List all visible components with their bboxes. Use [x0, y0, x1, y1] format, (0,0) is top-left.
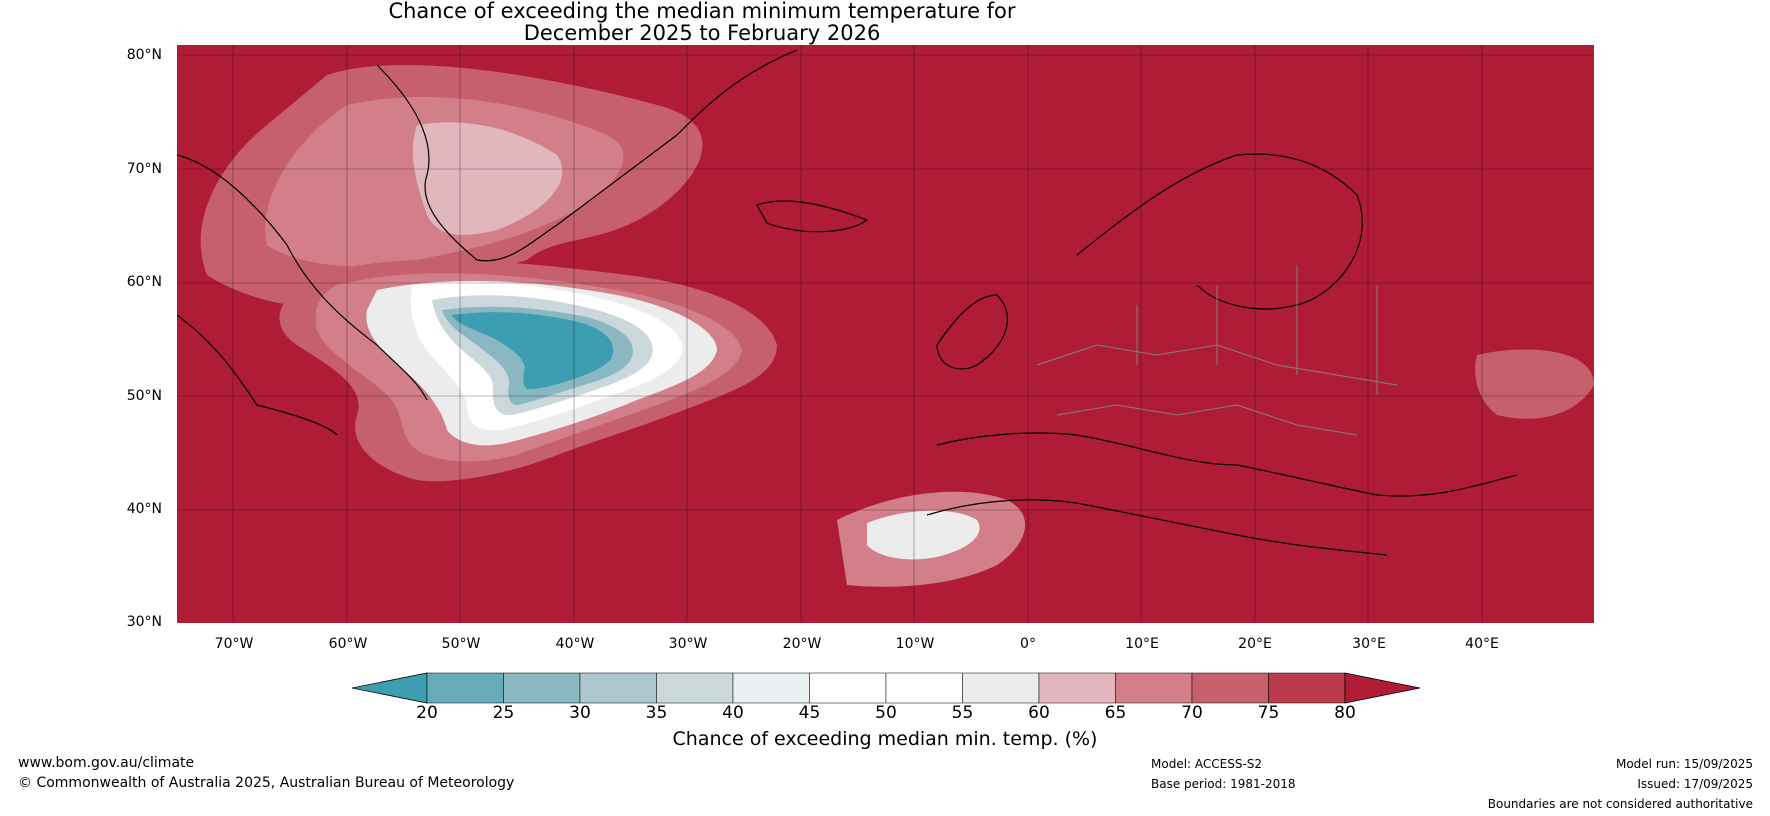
base-period-text: Base period: 1981-2018 [1151, 777, 1296, 791]
colorbar-segment [809, 672, 887, 704]
colorbar-segment [732, 672, 810, 704]
colorbar-segment [1191, 672, 1269, 704]
colorbar-tick-label: 80 [1334, 703, 1356, 723]
map-title-line2: December 2025 to February 2026 [523, 21, 881, 45]
lon-label-10e: 10°E [1125, 636, 1159, 652]
colorbar-tick-label: 45 [798, 703, 821, 723]
disclaimer-text: Boundaries are not considered authoritat… [1487, 797, 1753, 811]
colorbar-segment [885, 672, 963, 704]
colorbar-tick-label: 25 [492, 703, 515, 723]
lon-label-0: 0° [1020, 636, 1036, 652]
colorbar-tick-label: 70 [1181, 703, 1203, 723]
lon-label-30e: 30°E [1352, 636, 1386, 652]
issued-text: Issued: 17/09/2025 [1637, 777, 1753, 791]
colorbar-segment [1268, 672, 1346, 704]
model-run-text: Model run: 15/09/2025 [1615, 757, 1753, 771]
lat-label-80n: 80°N [126, 47, 162, 63]
lon-label-40w: 40°W [555, 636, 595, 652]
copyright-text: © Commonwealth of Australia 2025, Austra… [18, 775, 515, 791]
lon-label-60w: 60°W [328, 636, 368, 652]
lon-label-30w: 30°W [668, 636, 708, 652]
lat-label-50n: 50°N [126, 388, 162, 404]
website-text: www.bom.gov.au/climate [18, 755, 195, 771]
colorbar-segment [426, 672, 504, 704]
lon-label-50w: 50°W [441, 636, 481, 652]
colorbar [352, 672, 1420, 704]
colorbar-segment [579, 672, 657, 704]
colorbar-tick-label: 40 [722, 703, 744, 723]
graticule [177, 45, 1594, 623]
colorbar-segment [503, 672, 581, 704]
cool-anomaly-region [200, 65, 777, 482]
colorbar-segment [1038, 672, 1116, 704]
colorbar-tick-label: 60 [1028, 703, 1050, 723]
coastlines [177, 49, 1518, 556]
map-title-line1: Chance of exceeding the median minimum t… [388, 0, 1016, 23]
borders [1036, 265, 1398, 436]
colorbar-segment [1115, 672, 1193, 704]
colorbar-tick-label: 50 [875, 703, 897, 723]
lon-label-20w: 20°W [782, 636, 822, 652]
colorbar-segment [962, 672, 1040, 704]
colorbar-segment [656, 672, 734, 704]
lat-label-40n: 40°N [126, 501, 162, 517]
lat-label-30n: 30°N [126, 614, 162, 630]
colorbar-label: Chance of exceeding median min. temp. (%… [672, 728, 1098, 750]
lat-label-60n: 60°N [126, 274, 162, 290]
model-text: Model: ACCESS-S2 [1151, 757, 1263, 771]
lon-label-10w: 10°W [895, 636, 935, 652]
colorbar-tick-label: 20 [416, 703, 438, 723]
lon-label-40e: 40°E [1465, 636, 1499, 652]
lon-label-70w: 70°W [214, 636, 254, 652]
colorbar-tick-label: 75 [1257, 703, 1280, 723]
colorbar-tick-label: 35 [645, 703, 668, 723]
colorbar-extend-high [1344, 672, 1420, 704]
lat-label-70n: 70°N [126, 161, 162, 177]
probability-map [177, 45, 1594, 623]
colorbar-tick-label: 30 [569, 703, 591, 723]
lon-label-20e: 20°E [1238, 636, 1272, 652]
colorbar-tick-label: 55 [951, 703, 974, 723]
colorbar-extend-low [352, 672, 428, 704]
colorbar-tick-label: 65 [1104, 703, 1127, 723]
